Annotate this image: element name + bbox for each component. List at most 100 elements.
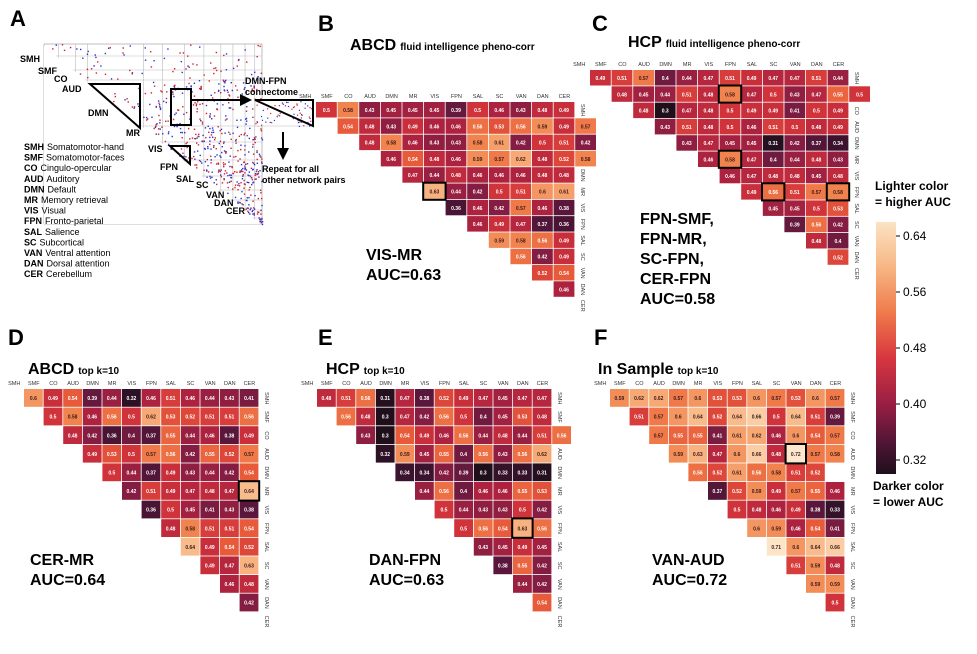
connectome-edge	[236, 181, 238, 183]
connectome-edge	[221, 132, 223, 135]
cell-value: 0.54	[68, 396, 78, 402]
legend-name: Auditory	[47, 174, 81, 184]
heatmap-cell	[493, 500, 513, 519]
connectome-edge	[208, 171, 210, 173]
fpn-block-outline	[167, 145, 191, 167]
cell-value: 0.49	[559, 255, 569, 261]
heatmap-cell	[424, 183, 445, 199]
y-tick-label: VAN	[849, 579, 855, 590]
cell-value: 0.5	[856, 92, 863, 98]
heatmap-cell	[575, 118, 596, 134]
zoom-edge	[299, 121, 301, 123]
heatmap-cell	[676, 70, 698, 86]
connectome-edge	[225, 79, 227, 82]
connectome-edge	[157, 128, 160, 130]
connectome-edge	[226, 172, 228, 174]
x-tick-label: DMN	[672, 381, 685, 387]
cell-value: 0.51	[205, 526, 215, 532]
heatmap-cell	[532, 216, 553, 232]
connectome-edge	[258, 217, 260, 219]
cell-value: 0.54	[244, 526, 254, 532]
y-tick-label: SAL	[853, 203, 859, 213]
connectome-edge	[133, 106, 136, 108]
heatmap-cell	[553, 248, 575, 265]
connectome-edge	[249, 127, 251, 130]
cell-value: 0.49	[205, 545, 215, 551]
cell-value: 0.5	[813, 109, 820, 115]
cell-value: 0.54	[811, 433, 821, 439]
cell-value: 0.42	[185, 452, 195, 458]
heatmap-cell	[180, 500, 200, 519]
heatmap-cell	[395, 444, 415, 463]
zoom-edge	[309, 117, 311, 120]
cell-value: 0.46	[559, 287, 569, 293]
heatmap-cell	[375, 407, 395, 426]
cell-value: 0.6	[30, 396, 37, 402]
connectome-edge	[219, 155, 221, 157]
callout-line: CER-FPN	[640, 271, 711, 288]
cell-value: 0.51	[768, 125, 778, 131]
y-tick-label: VAN	[853, 236, 859, 247]
heatmap-cell	[402, 150, 424, 167]
connectome-edge	[240, 197, 242, 200]
cell-value: 0.4	[770, 157, 777, 163]
heatmap-cell	[488, 216, 510, 232]
panel-letter: F	[594, 325, 607, 350]
cell-value: 0.54	[400, 433, 410, 439]
connectome-edge	[242, 175, 244, 177]
cell-value: 0.49	[833, 109, 843, 115]
cell-value: 0.49	[166, 489, 176, 495]
zoom-edge	[281, 102, 284, 104]
cell-value: 0.55	[811, 489, 821, 495]
heatmap-cell	[445, 118, 467, 134]
cell-value: 0.56	[166, 452, 176, 458]
heatmap-cell	[727, 500, 747, 519]
connectome-edge	[256, 151, 258, 154]
heatmap-cell	[239, 519, 259, 537]
cell-value: 0.42	[494, 206, 504, 212]
heatmap-cell	[786, 482, 806, 500]
cell-value: 0.55	[518, 564, 528, 570]
connectome-edge	[223, 85, 225, 88]
connectome-edge	[174, 84, 176, 87]
heatmap-cell	[806, 407, 825, 426]
connectome-edge	[220, 70, 222, 73]
x-tick-label: VAN	[498, 381, 509, 387]
cell-value: 0.44	[185, 433, 195, 439]
heatmap-cell	[553, 232, 575, 248]
connectome-edge	[159, 122, 161, 124]
cell-value: 0.55	[518, 489, 528, 495]
cell-value: 0.5	[813, 206, 820, 212]
cell-value: 0.43	[660, 125, 670, 131]
x-tick-label: MR	[108, 381, 117, 387]
connectome-edge	[260, 161, 263, 163]
heatmap-cell	[220, 575, 239, 593]
x-tick-label: VIS	[713, 381, 722, 387]
heatmap-cell	[180, 389, 200, 407]
heatmap-cell	[766, 519, 786, 537]
connectome-edge	[204, 160, 207, 163]
y-tick-label: VAN	[579, 268, 585, 279]
heatmap-cell	[220, 482, 239, 500]
connectome-edge	[238, 58, 240, 61]
cell-value: 0.44	[451, 189, 461, 195]
x-tick-label: AUD	[638, 62, 650, 68]
connectome-edge	[230, 138, 232, 141]
zoom-edge	[297, 122, 300, 124]
x-tick-label: CO	[635, 381, 644, 387]
heatmap-cell	[82, 389, 102, 407]
heatmap-cell	[415, 444, 434, 463]
cell-value: 0.56	[439, 489, 449, 495]
connectome-edge	[195, 164, 198, 166]
heatmap-cell	[402, 102, 424, 118]
connectome-edge	[193, 95, 196, 97]
cell-value: 0.48	[430, 157, 440, 163]
x-tick-label: VIS	[127, 381, 136, 387]
heatmap-cell	[220, 444, 239, 463]
cell-value: 0.45	[420, 452, 430, 458]
connectome-edge	[232, 108, 234, 111]
heatmap-cell	[445, 150, 467, 167]
cell-value: 0.42	[790, 141, 800, 147]
x-tick-label: SC	[480, 381, 488, 387]
cell-value: 0.64	[185, 545, 195, 551]
